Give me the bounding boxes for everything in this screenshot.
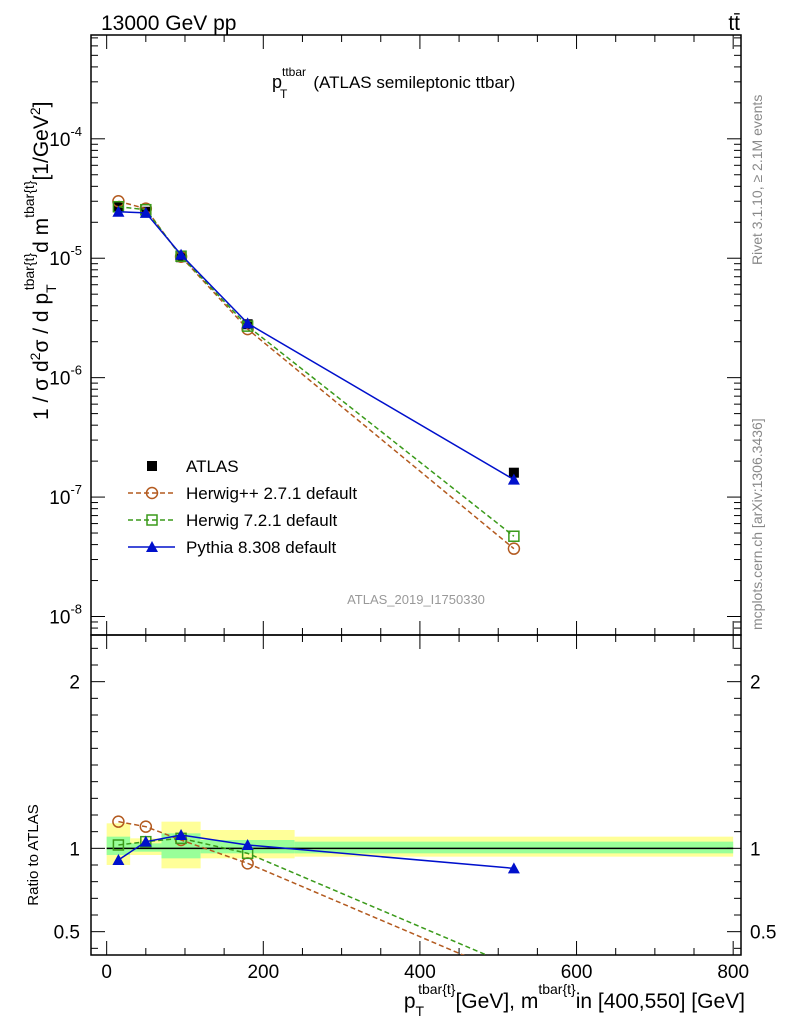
- title-sub: T: [280, 87, 288, 101]
- mcplots-label: mcplots.cern.ch [arXiv:1306.3436]: [749, 418, 765, 630]
- legend-marker: [147, 461, 157, 471]
- ratio-point: [507, 862, 520, 874]
- ratio-xtick-label: 800: [717, 962, 749, 983]
- main-point: [139, 206, 152, 218]
- title-sup: ttbar: [282, 65, 306, 79]
- main-point: [508, 530, 520, 542]
- title-rest: (ATLAS semileptonic ttbar): [313, 73, 515, 92]
- main-ytick-label: 10-4: [49, 124, 82, 151]
- ratio-point: [139, 820, 153, 833]
- legend-item: ATLAS: [147, 457, 239, 476]
- main-point: [112, 205, 125, 217]
- legend-item: Herwig 7.2.1 default: [128, 511, 337, 530]
- ratio-ytick-label-right: 0.5: [750, 923, 776, 944]
- title-p: p: [272, 72, 282, 92]
- ratio-xtick-label: 400: [404, 962, 436, 983]
- ratio-point: [509, 962, 519, 972]
- x-axis-label: pTtbar{t}[GeV], mtbar{t}in [400,550] [Ge…: [404, 981, 745, 1019]
- main-point: [507, 473, 520, 485]
- ratio-point: [112, 854, 125, 865]
- ratio-point: [112, 839, 125, 851]
- legend-marker: [145, 486, 159, 500]
- ratio-point: [175, 829, 188, 840]
- main-ytick-label: 10-5: [49, 243, 82, 270]
- ratio-point: [139, 835, 152, 847]
- ratio-ytick-label-right: 2: [750, 673, 761, 694]
- ratio-series-pythia-8-308-default: [112, 829, 520, 874]
- ratio-series-herwig-7-2-1-default: [112, 832, 519, 972]
- legend-item: Pythia 8.308 default: [128, 538, 337, 557]
- legend-marker: [146, 541, 158, 552]
- ratio-xtick-label: 200: [247, 962, 279, 983]
- main-point: [175, 248, 188, 260]
- ratio-point: [241, 839, 254, 850]
- ratio-line: [118, 837, 489, 955]
- main-ytick-label: 10-6: [49, 363, 82, 390]
- ratio-band-green-0: [106, 836, 131, 855]
- main-ytick-label: 10-7: [49, 482, 82, 509]
- legend-label: Pythia 8.308 default: [186, 538, 337, 557]
- ratio-ytick-label-left: 2: [69, 673, 80, 694]
- main-line: [118, 200, 515, 550]
- ratio-frame: [90, 634, 742, 956]
- rivet-label: Rivet 3.1.10, ≥ 2.1M events: [749, 95, 765, 265]
- analysis-id: ATLAS_2019_I1750330: [347, 592, 485, 607]
- beam-label: 13000 GeV pp: [101, 12, 236, 35]
- main-line: [118, 205, 515, 537]
- plot-title: pttbar T (ATLAS semileptonic ttbar): [272, 65, 515, 101]
- legend-marker: [146, 514, 158, 526]
- ratio-point: [112, 815, 125, 828]
- legend-item: Herwig++ 2.7.1 default: [128, 484, 357, 503]
- ratio-ylabel: Ratio to ATLAS: [25, 804, 42, 905]
- legend-label: Herwig 7.2.1 default: [186, 511, 337, 530]
- main-series-atlas: [113, 201, 519, 478]
- ratio-band-green-4: [294, 841, 734, 854]
- ratio-ytick-label-right: 1: [750, 839, 761, 860]
- ratio-band-green-1: [130, 843, 162, 852]
- legend: ATLAS Herwig++ 2.7.1 default Herwig 7.2.1 …: [128, 457, 357, 557]
- ratio-xtick-label: 600: [561, 962, 593, 983]
- main-point: [241, 317, 254, 329]
- ratio-xtick-label: 0: [101, 962, 112, 983]
- legend-label: ATLAS: [186, 457, 239, 476]
- main-series-pythia-8-308-default: [112, 205, 520, 485]
- main-ylabel: 1 / σ d2σ / d pTtbar{t}d mtbar{t}[1/GeV2…: [21, 102, 59, 420]
- main-point: [507, 542, 521, 555]
- ratio-point: [508, 971, 519, 982]
- legend-label: Herwig++ 2.7.1 default: [186, 484, 357, 503]
- ratio-ytick-label-left: 1: [69, 839, 80, 860]
- ratio-ytick-label-left: 0.5: [54, 923, 80, 944]
- main-point: [508, 467, 519, 478]
- main-ytick-label: 10-8: [49, 602, 82, 629]
- process-label: tt̄: [728, 12, 740, 35]
